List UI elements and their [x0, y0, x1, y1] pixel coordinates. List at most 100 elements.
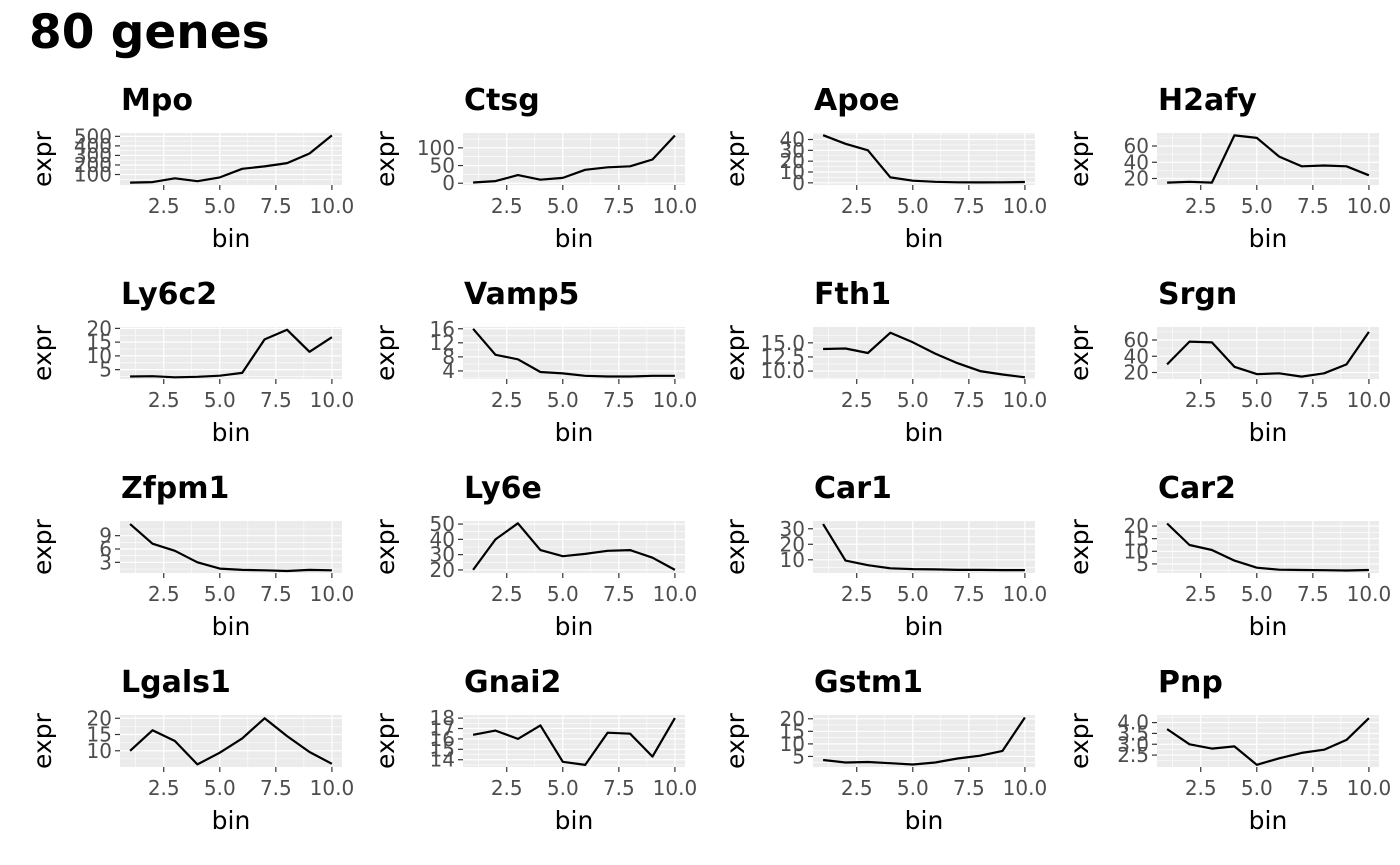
plot-background — [120, 327, 342, 379]
x-tick-label: 2.5 — [148, 388, 180, 412]
x-tick-label: 10.0 — [1003, 388, 1048, 412]
x-tick-label: 7.5 — [953, 388, 985, 412]
y-axis-title: expr — [721, 518, 750, 575]
panel-title: Ctsg — [464, 83, 540, 118]
plot-background — [1157, 327, 1379, 379]
x-axis-title: bin — [555, 806, 594, 835]
x-tick-label: 10.0 — [310, 776, 355, 800]
x-tick-label: 7.5 — [1297, 582, 1329, 606]
x-tick-label: 10.0 — [310, 388, 355, 412]
x-tick-label: 10.0 — [1003, 582, 1048, 606]
y-axis-title: expr — [1065, 324, 1094, 381]
x-tick-label: 2.5 — [491, 194, 523, 218]
panel-title: Fth1 — [814, 277, 892, 312]
y-tick-label: 500 — [74, 124, 112, 148]
panel-title: Ly6c2 — [121, 277, 218, 312]
page-title: 80 genes — [29, 5, 270, 60]
plot-background — [463, 715, 685, 767]
x-tick-label: 7.5 — [1297, 388, 1329, 412]
y-tick-label: 12.5 — [760, 345, 805, 369]
panel-vamp5: Vamp5 4 8 12 16 2.5 5.0 7.5 10.0 bin expr — [343, 276, 697, 470]
y-axis-title: expr — [721, 324, 750, 381]
x-axis-title: bin — [1249, 224, 1288, 253]
panel-zfpm1: Zfpm1 3 6 9 2.5 5.0 7.5 10.0 bin expr — [0, 470, 354, 664]
y-tick-label: 8 — [442, 345, 455, 369]
y-tick-label: 4.0 — [1117, 711, 1149, 735]
x-tick-label: 2.5 — [491, 582, 523, 606]
plot-background — [813, 133, 1035, 185]
x-tick-label: 2.5 — [1185, 776, 1217, 800]
x-tick-label: 10.0 — [1003, 194, 1048, 218]
x-tick-label: 2.5 — [148, 776, 180, 800]
x-tick-label: 7.5 — [260, 582, 292, 606]
y-tick-label: 3.0 — [1117, 732, 1149, 756]
y-tick-label: 15 — [1124, 527, 1149, 551]
x-tick-label: 10.0 — [1347, 776, 1392, 800]
x-tick-label: 2.5 — [1185, 388, 1217, 412]
y-tick-label: 20 — [87, 316, 112, 340]
x-tick-label: 2.5 — [1185, 582, 1217, 606]
y-tick-label: 50 — [430, 512, 455, 536]
y-tick-label: 15 — [87, 330, 112, 354]
x-tick-label: 5.0 — [204, 776, 236, 800]
x-tick-label: 10.0 — [653, 388, 698, 412]
y-tick-label: 10.0 — [760, 359, 805, 383]
series-line — [1166, 522, 1369, 572]
panel-title: Apoe — [814, 83, 900, 118]
y-tick-label: 20 — [430, 558, 455, 582]
y-axis-title: expr — [371, 130, 400, 187]
panel-title: Gstm1 — [814, 665, 923, 700]
y-tick-label: 0 — [442, 171, 455, 195]
x-tick-label: 10.0 — [310, 582, 355, 606]
x-tick-label: 10.0 — [1347, 194, 1392, 218]
panel-car1: Car1 10 20 30 2.5 5.0 7.5 10.0 bin expr — [693, 470, 1047, 664]
y-tick-label: 40 — [430, 527, 455, 551]
x-tick-label: 5.0 — [1241, 388, 1273, 412]
x-tick-label: 10.0 — [653, 776, 698, 800]
x-tick-label: 7.5 — [953, 194, 985, 218]
y-tick-label: 10 — [87, 739, 112, 763]
y-tick-label: 10 — [1124, 539, 1149, 563]
y-axis-title: expr — [1065, 712, 1094, 769]
x-axis-title: bin — [905, 612, 944, 641]
y-tick-label: 10 — [780, 548, 805, 572]
x-tick-label: 7.5 — [603, 776, 635, 800]
series-line — [472, 328, 675, 378]
x-tick-label: 7.5 — [953, 582, 985, 606]
y-axis-title: expr — [371, 324, 400, 381]
panel-srgn: Srgn 20 40 60 2.5 5.0 7.5 10.0 bin expr — [1037, 276, 1391, 470]
panel-lgals1: Lgals1 10 15 20 2.5 5.0 7.5 10.0 bin expr — [0, 664, 354, 858]
y-tick-label: 60 — [1124, 134, 1149, 158]
x-axis-title: bin — [212, 806, 251, 835]
plot-background — [1157, 521, 1379, 573]
y-tick-label: 14 — [430, 748, 455, 772]
y-axis-title: expr — [28, 324, 57, 381]
panel-title: Ly6e — [464, 471, 542, 506]
series-line — [472, 522, 676, 571]
x-tick-label: 7.5 — [260, 776, 292, 800]
y-tick-label: 100 — [74, 163, 112, 187]
y-tick-label: 40 — [1124, 150, 1149, 174]
panel-title: Srgn — [1158, 277, 1238, 312]
y-tick-label: 10 — [87, 344, 112, 368]
x-tick-label: 5.0 — [897, 582, 929, 606]
x-tick-label: 7.5 — [1297, 776, 1329, 800]
line-chart-zfpm1: 369 2.5 5.0 7.5 10.0 bin expr — [28, 518, 354, 641]
y-tick-label: 200 — [74, 153, 112, 177]
series-line — [1166, 331, 1370, 378]
x-tick-label: 5.0 — [204, 388, 236, 412]
y-axis-title: expr — [721, 712, 750, 769]
x-tick-label: 7.5 — [603, 388, 635, 412]
x-tick-label: 7.5 — [1297, 194, 1329, 218]
panel-mpo: Mpo 100 200 300 400 500 2.5 5.0 7.5 10.0 bin expr — [0, 82, 354, 276]
y-tick-label: 15.0 — [760, 331, 805, 355]
x-tick-label: 2.5 — [841, 388, 873, 412]
y-tick-label: 300 — [74, 143, 112, 167]
